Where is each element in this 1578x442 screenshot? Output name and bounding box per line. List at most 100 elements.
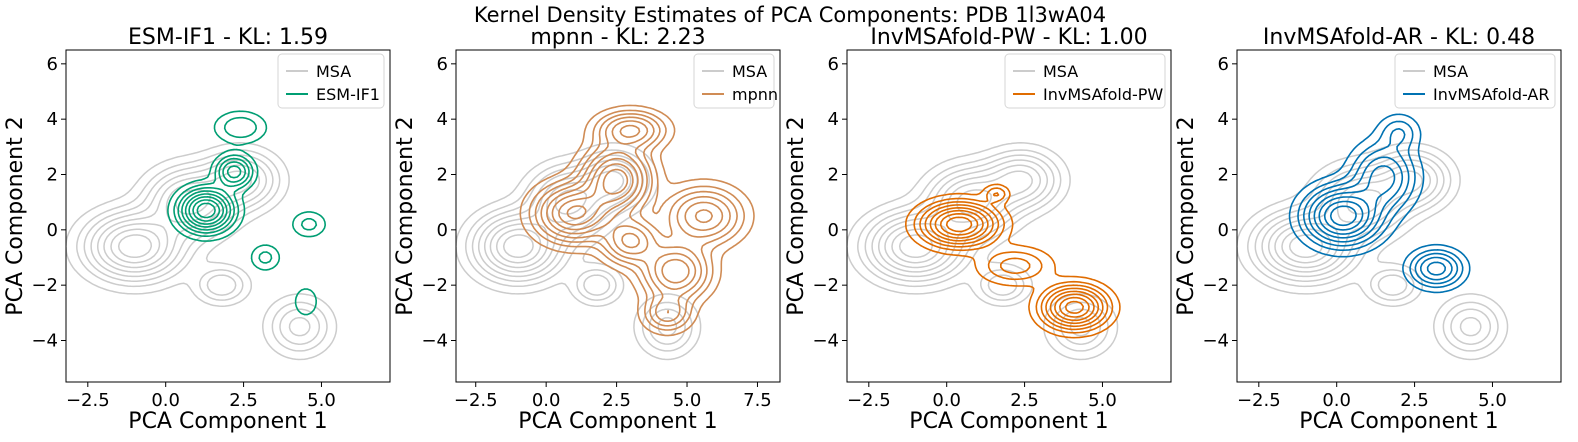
y-axis-label: PCA Component 2: [3, 116, 28, 315]
contour-level-6: [884, 170, 1033, 269]
kde-panel-2: −2.5 0.0 2.5 5.0 7.5 −4 −2 0 2 4 6 PCA Component 1 P…: [393, 25, 781, 434]
contour-level-5: [546, 120, 724, 314]
legend-label: MSA: [1043, 62, 1078, 81]
contour-level-6: [551, 124, 713, 284]
legend-label: MSA: [732, 62, 767, 81]
y-tick-label: 0: [828, 220, 839, 241]
legend-label: InvMSAfold-AR: [1433, 85, 1549, 104]
y-tick-label: 0: [47, 220, 58, 241]
x-tick-label: 7.5: [743, 390, 772, 411]
x-tick-label: 5.0: [673, 390, 702, 411]
x-axis-label: PCA Component 1: [909, 409, 1108, 434]
y-tick-label: 6: [437, 54, 448, 75]
contour-level-7: [1323, 200, 1364, 231]
y-tick-label: 4: [47, 109, 58, 130]
y-tick-label: 6: [47, 54, 58, 75]
y-tick-label: −4: [812, 331, 839, 352]
panel-title: ESM-IF1 - KL: 1.59: [128, 25, 328, 50]
y-tick-label: −2: [31, 275, 58, 296]
contour-level-5: [1313, 165, 1446, 276]
contour-level-4: [924, 204, 1104, 328]
x-tick-label: 0.0: [932, 390, 961, 411]
contour-series-msa: [66, 142, 338, 361]
x-tick-label: 0.0: [1322, 390, 1351, 411]
y-tick-label: 0: [437, 220, 448, 241]
axes-frame: [1236, 49, 1562, 383]
contour-level-7: [891, 189, 992, 264]
y-tick-label: 2: [1218, 165, 1229, 186]
contour-level-4: [1308, 156, 1453, 281]
y-axis-label: PCA Component 2: [1174, 116, 1199, 315]
contour-level-3: [864, 154, 1102, 345]
contour-level-4: [181, 161, 246, 231]
contour-series-msa: [1237, 142, 1509, 361]
contour-level-1: [847, 142, 1119, 361]
y-tick-label: 4: [437, 109, 448, 130]
y-tick-label: −4: [1202, 331, 1229, 352]
x-axis-label: PCA Component 1: [128, 409, 327, 434]
y-tick-label: −4: [421, 331, 448, 352]
x-tick-label: 0.0: [151, 390, 180, 411]
y-tick-label: −2: [812, 275, 839, 296]
x-tick-label: −2.5: [66, 390, 110, 411]
contour-level-7: [192, 199, 221, 222]
legend: MSA InvMSAfold-AR: [1394, 53, 1556, 109]
contour-level-7: [558, 163, 634, 226]
contour-level-5: [184, 165, 242, 228]
contour-level-5: [483, 164, 632, 273]
contour-series-msa: [847, 142, 1119, 361]
y-tick-label: −2: [421, 275, 448, 296]
contour-level-8: [945, 216, 1084, 314]
contour-level-3: [919, 192, 1109, 331]
contour-level-7: [495, 189, 588, 264]
contour-series-invmsafold-pw: [905, 183, 1121, 339]
contour-level-1: [456, 142, 702, 361]
contour-level-3: [1303, 128, 1459, 285]
x-tick-label: 5.0: [1478, 390, 1507, 411]
contour-level-2: [528, 109, 745, 331]
x-axis-label: PCA Component 1: [518, 409, 717, 434]
legend-label: ESM-IF1: [316, 85, 380, 104]
contour-level-2: [173, 116, 318, 264]
contour-level-6: [103, 170, 252, 269]
contour-level-8: [1329, 205, 1357, 227]
y-tick-label: −4: [31, 331, 58, 352]
contour-level-4: [540, 116, 731, 322]
contour-level-3: [177, 157, 250, 234]
y-axis-label: PCA Component 2: [784, 116, 809, 315]
contour-level-1: [1288, 113, 1471, 294]
contour-level-4: [90, 159, 311, 337]
legend-label: MSA: [316, 62, 351, 81]
x-tick-label: −2.5: [847, 390, 891, 411]
contour-level-5: [929, 207, 1100, 325]
contour-level-6: [934, 209, 1095, 322]
y-tick-label: −2: [1202, 275, 1229, 296]
axes-frame: [65, 49, 391, 383]
legend-label: mpnn: [732, 85, 778, 104]
y-tick-label: 6: [1218, 54, 1229, 75]
y-tick-label: 4: [828, 109, 839, 130]
contour-level-8: [196, 202, 216, 219]
x-tick-label: 0.0: [532, 390, 561, 411]
x-tick-label: 5.0: [1088, 390, 1117, 411]
x-tick-label: 2.5: [602, 390, 631, 411]
legend-label: InvMSAfold-PW: [1043, 85, 1163, 104]
contour-level-8: [566, 168, 629, 220]
kde-panel-1: −2.5 0.0 2.5 5.0 −4 −2 0 2 4 6 PCA Component 1 PCA …: [3, 25, 391, 434]
contour-level-1: [66, 142, 338, 361]
x-tick-label: 2.5: [1010, 390, 1039, 411]
y-tick-label: 6: [828, 54, 839, 75]
y-tick-label: 0: [1218, 220, 1229, 241]
contour-level-2: [1297, 120, 1464, 289]
legend-label: MSA: [1433, 62, 1468, 81]
contour-level-8: [502, 234, 534, 259]
figure-suptitle: Kernel Density Estimates of PCA Componen…: [474, 3, 1106, 27]
contour-level-1: [167, 110, 326, 316]
kde-panel-4: −2.5 0.0 2.5 5.0 −4 −2 0 2 4 6 PCA Component 1 PCA …: [1174, 25, 1562, 434]
legend-frame: [1004, 53, 1166, 109]
y-tick-label: 2: [828, 165, 839, 186]
panel-title: InvMSAfold-PW - KL: 1.00: [870, 25, 1147, 50]
contour-series-esm-if1: [167, 110, 326, 316]
contour-level-2: [913, 187, 1114, 334]
legend: MSA mpnn: [693, 53, 778, 109]
